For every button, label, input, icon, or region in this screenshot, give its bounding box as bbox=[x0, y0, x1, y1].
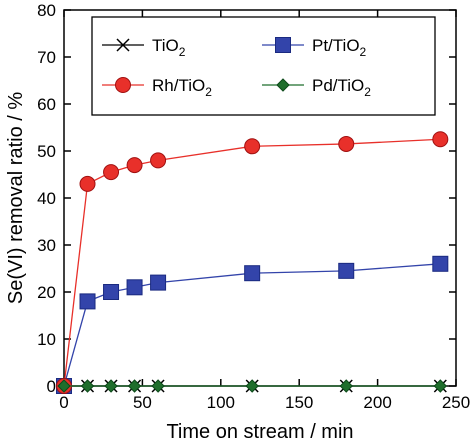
series-line bbox=[63, 263, 441, 387]
y-tick-label: 20 bbox=[37, 283, 56, 302]
y-tick-label: 10 bbox=[37, 330, 56, 349]
legend-marker bbox=[116, 38, 130, 52]
series-circle bbox=[56, 131, 449, 394]
data-point bbox=[338, 262, 355, 279]
series-square bbox=[56, 255, 449, 394]
data-point bbox=[80, 379, 95, 393]
legend-label: Rh/TiO2 bbox=[152, 76, 212, 99]
legend-label: Pt/TiO2 bbox=[312, 36, 367, 59]
series-line bbox=[63, 138, 441, 387]
legend-item: Pd/TiO2 bbox=[262, 76, 371, 99]
legend-marker bbox=[275, 37, 291, 53]
data-point bbox=[432, 255, 449, 272]
data-point bbox=[79, 175, 96, 192]
legend-box bbox=[91, 16, 436, 116]
x-tick-label: 150 bbox=[285, 393, 313, 412]
data-point bbox=[103, 164, 120, 181]
y-axis-label: Se(VI) removal ratio / % bbox=[5, 92, 27, 305]
y-tick-label: 80 bbox=[37, 1, 56, 20]
data-point bbox=[244, 265, 261, 282]
legend-item: Rh/TiO2 bbox=[102, 76, 212, 99]
series-diamond bbox=[57, 379, 448, 393]
series-layer bbox=[56, 131, 449, 394]
legend-marker bbox=[115, 77, 131, 93]
data-point bbox=[126, 279, 143, 296]
legend-item: TiO2 bbox=[102, 36, 186, 59]
legend: TiO2 Pt/TiO2 Rh/TiO2 Pd/TiO2 bbox=[91, 16, 436, 116]
y-tick-label: 0 bbox=[47, 377, 56, 396]
x-tick-label: 250 bbox=[442, 393, 470, 412]
data-point bbox=[103, 284, 120, 300]
data-point bbox=[126, 157, 143, 174]
data-point bbox=[79, 293, 96, 310]
data-point bbox=[433, 379, 448, 393]
data-point bbox=[127, 379, 142, 393]
data-point bbox=[245, 379, 259, 393]
legend-item: Pt/TiO2 bbox=[262, 36, 367, 59]
legend-label: TiO2 bbox=[152, 36, 186, 59]
y-tick-label: 50 bbox=[37, 142, 56, 161]
data-point bbox=[244, 138, 261, 155]
data-point bbox=[150, 152, 167, 169]
data-point bbox=[57, 379, 71, 393]
y-tick-label: 40 bbox=[37, 189, 56, 208]
data-point bbox=[150, 274, 167, 291]
x-tick-label: 0 bbox=[59, 393, 68, 412]
data-point bbox=[151, 379, 165, 393]
y-tick-label: 60 bbox=[37, 95, 56, 114]
x-tick-label: 50 bbox=[133, 393, 152, 412]
x-axis-label: Time on stream / min bbox=[166, 421, 353, 443]
data-point bbox=[104, 379, 118, 393]
data-point bbox=[339, 379, 353, 393]
y-tick-label: 70 bbox=[37, 48, 56, 67]
x-tick-label: 100 bbox=[207, 393, 235, 412]
y-tick-label: 30 bbox=[37, 236, 56, 255]
data-point bbox=[338, 135, 355, 152]
x-tick-label: 200 bbox=[363, 393, 391, 412]
legend-marker bbox=[276, 78, 290, 92]
legend-label: Pd/TiO2 bbox=[312, 76, 371, 99]
data-point bbox=[432, 131, 449, 148]
